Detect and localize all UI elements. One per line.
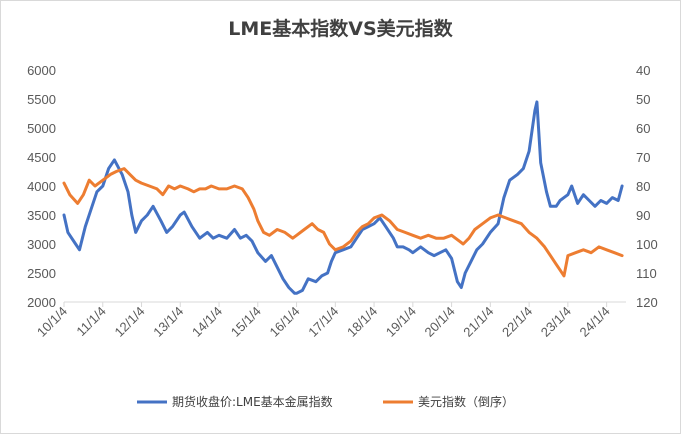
legend: 期货收盘价:LME基本金属指数 美元指数（倒序） [137, 394, 514, 409]
x-tick-label: 11/1/4 [73, 304, 108, 339]
y-left-tick-label: 4500 [27, 150, 56, 165]
y-right-tick-label: 70 [636, 150, 650, 165]
x-tick-label: 20/1/4 [422, 304, 458, 340]
y-right-tick-label: 120 [636, 295, 658, 310]
legend-label-usd: 美元指数（倒序） [418, 394, 514, 409]
x-tick-label: 23/1/4 [538, 304, 574, 340]
x-tick-label: 17/1/4 [305, 304, 341, 340]
y-left-tick-label: 5500 [27, 92, 56, 107]
y-left-tick-label: 2500 [27, 266, 56, 281]
series-layer [62, 100, 624, 295]
y-right-tick-label: 60 [636, 121, 650, 136]
x-tick-label: 18/1/4 [344, 304, 380, 340]
x-tick-label: 19/1/4 [383, 304, 419, 340]
y-right-tick-label: 50 [636, 92, 650, 107]
x-tick-label: 21/1/4 [460, 304, 496, 340]
x-tick-label: 15/1/4 [228, 304, 264, 340]
series-line-usd [62, 167, 624, 278]
y-right-tick-label: 80 [636, 179, 650, 194]
y-left-tick-label: 4000 [27, 179, 56, 194]
x-tick-label: 22/1/4 [499, 304, 535, 340]
chart-title: LME基本指数VS美元指数 [228, 18, 453, 40]
y-left-tick-label: 5000 [27, 121, 56, 136]
y-right-tick-label: 40 [636, 63, 650, 78]
x-tick-label: 14/1/4 [189, 304, 225, 340]
y-left-tick-label: 2000 [27, 295, 56, 310]
legend-label-lme: 期货收盘价:LME基本金属指数 [172, 394, 333, 409]
right-axis: 40 50 60 70 80 90 100 110 120 [636, 63, 658, 310]
x-tick-label: 12/1/4 [111, 304, 147, 340]
x-tick-label: 13/1/4 [150, 304, 186, 340]
y-left-tick-label: 3000 [27, 237, 56, 252]
y-left-tick-label: 3500 [27, 208, 56, 223]
x-tick-label: 24/1/4 [577, 304, 613, 340]
x-axis: 10/1/4 11/1/4 12/1/4 13/1/4 14/1/4 15/1/4 16/1… [34, 302, 613, 340]
y-left-tick-label: 6000 [27, 63, 56, 78]
y-right-tick-label: 110 [636, 266, 657, 281]
series-line-lme [62, 100, 624, 295]
y-right-tick-label: 90 [636, 208, 650, 223]
left-axis: 2000 2500 3000 3500 4000 4500 5000 5500 6000 [27, 63, 56, 310]
x-tick-label: 16/1/4 [267, 304, 303, 340]
y-right-tick-label: 100 [636, 237, 658, 252]
